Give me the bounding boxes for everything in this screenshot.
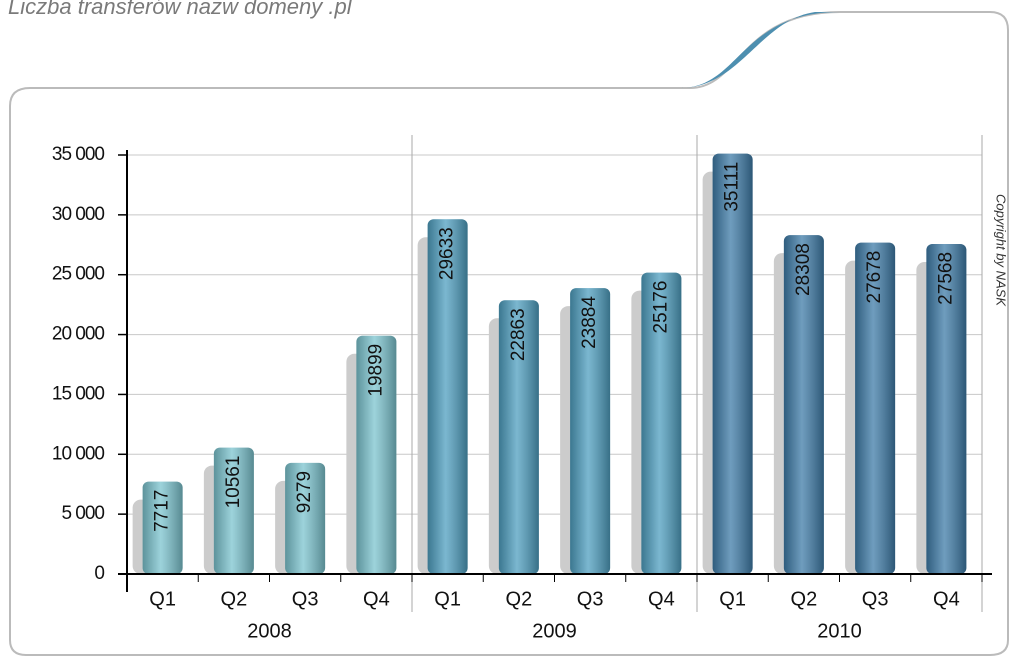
bar-gloss [427, 219, 468, 574]
bar-gloss [142, 481, 183, 574]
bar-gloss [783, 235, 824, 574]
x-tick-label: Q1 [719, 588, 746, 610]
value-label: 22863 [508, 308, 529, 361]
y-tick-label: 25 000 [52, 264, 105, 285]
value-label: 27678 [864, 251, 885, 304]
x-tick-label: Q4 [648, 588, 675, 610]
value-label: 35111 [722, 162, 743, 212]
bar-gloss [712, 153, 753, 574]
x-tick-label: Q4 [363, 588, 390, 610]
group-label: 2009 [532, 620, 577, 642]
value-label: 25176 [650, 281, 671, 334]
value-label: 7717 [152, 490, 173, 532]
bar-gloss [641, 272, 682, 574]
bar-gloss [285, 462, 326, 574]
value-label: 27568 [935, 252, 956, 305]
bar-gloss [356, 335, 397, 574]
value-label: 19899 [365, 344, 386, 397]
x-tick-label: Q3 [862, 588, 889, 610]
x-tick-label: Q4 [933, 588, 960, 610]
x-tick-label: Q2 [791, 588, 818, 610]
y-tick-label: 35 000 [52, 144, 105, 165]
copyright: Copyright by NASK [994, 194, 1009, 307]
y-tick-label: 30 000 [52, 204, 105, 225]
value-label: 9279 [294, 471, 315, 513]
bar-gloss [570, 288, 611, 574]
swoosh [680, 12, 840, 88]
x-tick-label: Q1 [434, 588, 461, 610]
y-tick-label: 0 [94, 563, 104, 584]
bar-gloss [926, 243, 967, 574]
value-label: 23884 [579, 296, 600, 349]
value-label: 10561 [223, 456, 244, 509]
bar-gloss [855, 242, 896, 575]
x-tick-label: Q2 [506, 588, 533, 610]
x-tick-label: Q3 [292, 588, 319, 610]
x-tick-label: Q2 [221, 588, 248, 610]
x-tick-label: Q1 [149, 588, 176, 610]
group-label: 2008 [247, 620, 292, 642]
value-label: 28308 [793, 243, 814, 296]
y-tick-label: 10 000 [52, 443, 105, 464]
bar-gloss [498, 300, 539, 574]
value-label: 29633 [437, 227, 458, 280]
bar-gloss [213, 447, 254, 574]
chart-title: Liczba transferów nazw domeny .pl [8, 0, 353, 19]
y-tick-label: 20 000 [52, 324, 105, 345]
y-tick-label: 15 000 [52, 383, 105, 404]
group-label: 2010 [817, 620, 862, 642]
y-tick-label: 5 000 [61, 503, 104, 524]
x-tick-label: Q3 [577, 588, 604, 610]
